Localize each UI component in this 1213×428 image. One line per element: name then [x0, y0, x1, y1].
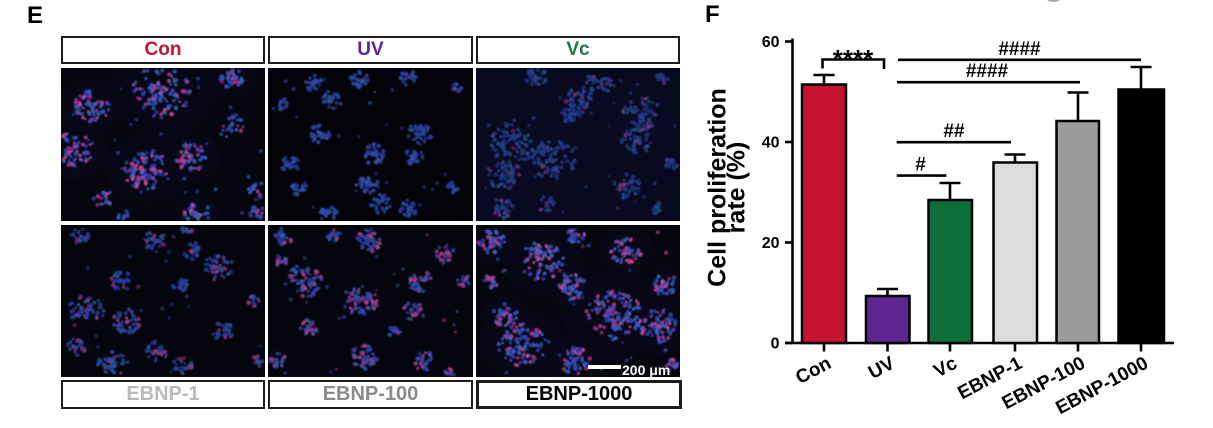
svg-text:20: 20 [762, 235, 780, 252]
svg-text:40: 40 [762, 135, 780, 152]
svg-text:0: 0 [771, 336, 780, 353]
svg-text:Con: Con [792, 353, 834, 389]
svg-text:Vc: Vc [930, 353, 961, 383]
svg-text:200 μm: 200 μm [622, 362, 670, 377]
svg-text:####: #### [998, 39, 1041, 60]
svg-text:rate (%): rate (%) [723, 142, 751, 234]
svg-text:##: ## [943, 121, 965, 142]
svg-text:****: **** [833, 44, 874, 74]
svg-text:Cell proliferation: Cell proliferation [704, 88, 732, 287]
svg-text:#: # [915, 155, 926, 176]
svg-text:####: #### [966, 61, 1009, 82]
svg-text:UV: UV [865, 353, 898, 384]
svg-text:60: 60 [762, 34, 780, 51]
